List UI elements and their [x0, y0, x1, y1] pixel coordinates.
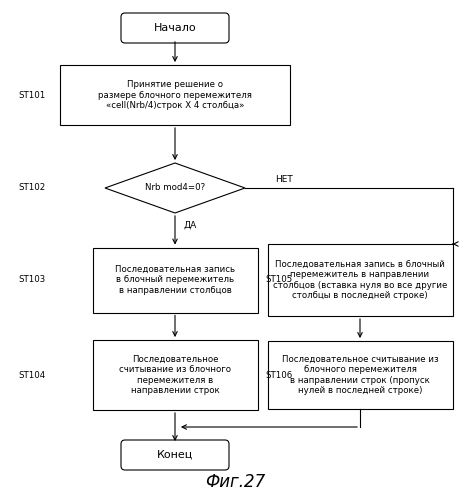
- Text: Конец: Конец: [157, 450, 193, 460]
- Text: НЕТ: НЕТ: [275, 175, 293, 184]
- Text: Nrb mod4=0?: Nrb mod4=0?: [145, 184, 205, 193]
- Bar: [92, 340, 258, 410]
- Text: ST101: ST101: [18, 90, 45, 99]
- FancyBboxPatch shape: [121, 13, 229, 43]
- Bar: [92, 248, 258, 312]
- FancyBboxPatch shape: [121, 440, 229, 470]
- Text: ST104: ST104: [18, 370, 45, 380]
- Text: ST105: ST105: [265, 275, 292, 284]
- Text: Последовательное считывание из
блочного перемежителя
в направлении строк (пропус: Последовательное считывание из блочного …: [282, 355, 439, 395]
- Text: ST103: ST103: [18, 275, 45, 284]
- Bar: [268, 244, 453, 316]
- Text: Начало: Начало: [154, 23, 196, 33]
- Text: ST102: ST102: [18, 184, 45, 193]
- Text: ST106: ST106: [265, 370, 292, 380]
- Text: Фиг.27: Фиг.27: [205, 473, 266, 491]
- Bar: [268, 341, 453, 409]
- Polygon shape: [105, 163, 245, 213]
- Text: ДА: ДА: [183, 221, 196, 230]
- Bar: [60, 65, 290, 125]
- Text: Принятие решение о
размере блочного перемежителя
«cell(Nrb/4)строк X 4 столбца»: Принятие решение о размере блочного пере…: [98, 80, 252, 110]
- Text: Последовательная запись
в блочный перемежитель
в направлении столбцов: Последовательная запись в блочный переме…: [115, 265, 235, 295]
- Text: Последовательная запись в блочный
перемежитель в направлении
столбцов (вставка н: Последовательная запись в блочный переме…: [273, 260, 447, 300]
- Text: Последовательное
считывание из блочного
перемежителя в
направлении строк: Последовательное считывание из блочного …: [119, 355, 231, 395]
